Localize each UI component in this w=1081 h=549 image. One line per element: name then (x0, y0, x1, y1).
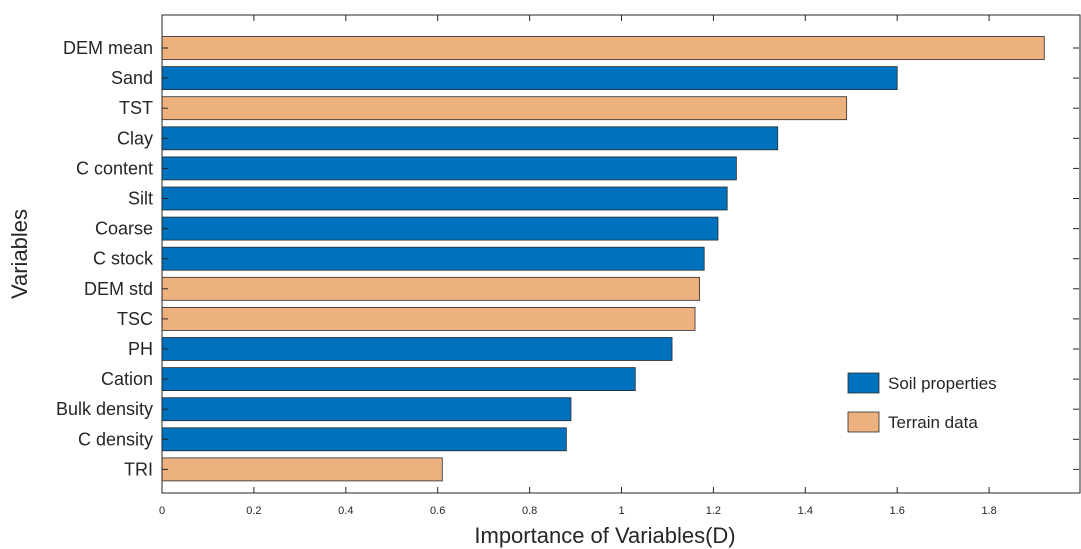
legend-label-terrain-data: Terrain data (888, 413, 978, 432)
bar-c-stock (161, 246, 705, 271)
x-axis-label: Importance of Variables(D) (474, 523, 735, 548)
category-label-ph: PH (128, 339, 153, 359)
category-label-tst: TST (119, 98, 153, 118)
category-label-dem-std: DEM std (84, 279, 153, 299)
category-label-sand: Sand (111, 68, 153, 88)
x-tick-label: 1 (618, 505, 624, 517)
bar-tri (161, 457, 443, 482)
plot-frame (161, 14, 1081, 494)
legend-swatch-terrain-data (847, 411, 880, 433)
x-tick-label: 0 (159, 505, 165, 517)
bar-dem-std (161, 276, 701, 301)
y-axis-label: Variables (7, 209, 32, 299)
category-label-c-content: C content (76, 158, 153, 178)
bar-cation (161, 367, 636, 392)
x-tick-label: 0.4 (338, 505, 353, 517)
x-tick-label: 0.6 (430, 505, 445, 517)
category-label-tri: TRI (124, 459, 153, 479)
legend-swatch-soil-properties (847, 372, 880, 394)
category-label-bulk-density: Bulk density (56, 399, 153, 419)
category-label-c-density: C density (78, 429, 153, 449)
category-label-dem-mean: DEM mean (63, 38, 153, 58)
bar-dem-mean (161, 36, 1045, 60)
bar-coarse (161, 216, 719, 241)
bar-bulk-density (161, 397, 572, 422)
bar-c-content (161, 156, 737, 181)
category-label-coarse: Coarse (95, 219, 153, 239)
category-label-c-stock: C stock (93, 249, 154, 269)
bar-tst (161, 96, 848, 121)
category-labels: DEM mean Sand TST Clay C content Silt Coarse C … (56, 38, 154, 479)
bar-clay (161, 126, 779, 151)
x-tick-labels: 0 0.2 0.4 0.6 0.8 1 1.2 1.4 1.6 1.8 (159, 505, 997, 517)
bar-silt (161, 186, 728, 211)
x-tick-label: 0.2 (246, 505, 261, 517)
x-tick-label: 1.2 (706, 505, 721, 517)
legend-label-soil-properties: Soil properties (888, 374, 997, 393)
x-tick-label: 0.8 (522, 505, 537, 517)
bar-c-density (161, 427, 567, 452)
x-tick-label: 1.6 (890, 505, 905, 517)
bar-tsc (161, 306, 696, 331)
ticks-group (161, 15, 1079, 493)
category-label-cation: Cation (101, 369, 153, 389)
category-label-silt: Silt (128, 189, 153, 209)
category-label-tsc: TSC (117, 309, 153, 329)
bar-ph (161, 337, 673, 361)
x-tick-label: 1.4 (798, 505, 813, 517)
bar-sand (161, 66, 898, 90)
x-tick-label: 1.8 (981, 505, 996, 517)
legend: Soil properties Terrain data (847, 372, 997, 433)
category-label-clay: Clay (117, 128, 153, 148)
